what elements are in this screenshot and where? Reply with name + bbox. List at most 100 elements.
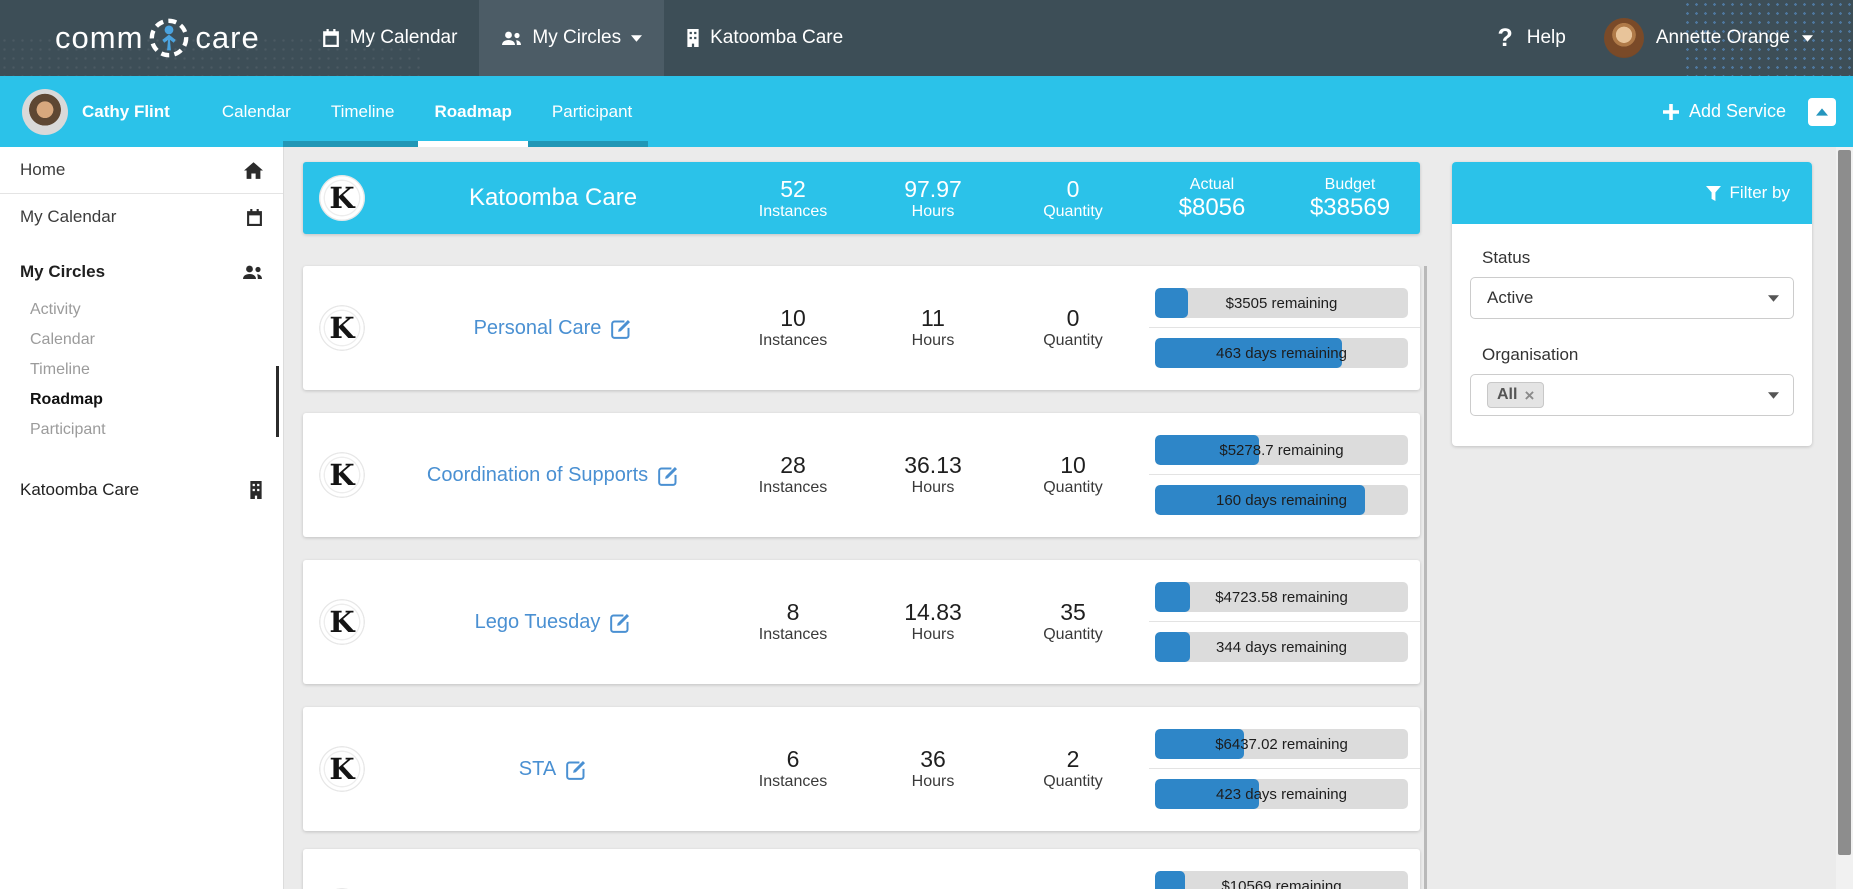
service-title-link[interactable]: Personal Care — [473, 316, 602, 339]
topnav-item-my-circles[interactable]: My Circles — [479, 0, 665, 76]
edit-icon[interactable] — [610, 612, 631, 633]
progress-fill — [1155, 485, 1365, 515]
service-title-link[interactable]: Coordination of Supports — [426, 463, 649, 486]
days-progress-bar: 463 days remaining — [1155, 338, 1408, 368]
topnav-right: ? Help Annette Orange — [1497, 0, 1853, 76]
caret-down-icon — [1768, 294, 1779, 302]
sidebar-subitem-participant[interactable]: Participant — [0, 415, 283, 445]
summary-title: Katoomba Care — [468, 184, 638, 211]
page-scrollbar-thumb[interactable] — [1838, 150, 1851, 855]
progress-label: $3505 remaining — [1225, 294, 1338, 312]
tab-label: Roadmap — [434, 101, 512, 121]
sidebar-item-my-calendar[interactable]: My Calendar — [0, 194, 283, 240]
topnav-item-katoomba-care[interactable]: Katoomba Care — [664, 0, 865, 76]
sidebar-subitem-timeline[interactable]: Timeline — [0, 355, 283, 385]
progress-label: 160 days remaining — [1216, 491, 1347, 509]
bars-divider — [1149, 327, 1420, 328]
progress-label: $6437.02 remaining — [1215, 735, 1348, 753]
stat-value: 36.13 — [904, 452, 962, 478]
question-icon: ? — [1497, 23, 1513, 52]
edit-icon[interactable] — [658, 465, 679, 486]
participant-avatar[interactable] — [22, 88, 68, 135]
service-row: K $10569 remaining — [303, 849, 1420, 889]
stat-label: Hours — [911, 626, 955, 643]
sidebar-item-my-circles[interactable]: My Circles — [0, 249, 283, 295]
participant-name: Cathy Flint — [82, 101, 170, 121]
user-name[interactable]: Annette Orange — [1655, 27, 1790, 48]
stat-value: 2 — [1066, 746, 1080, 772]
progress-fill — [1155, 632, 1191, 662]
status-select[interactable]: Active — [1470, 277, 1794, 319]
sidebar-subitem-calendar[interactable]: Calendar — [0, 325, 283, 355]
caret-down-icon — [1768, 391, 1779, 399]
plus-icon — [1662, 103, 1679, 120]
tab-participant[interactable]: Participant — [532, 76, 652, 147]
main-content: K Katoomba Care 52 Instances 97.97 Hours… — [284, 147, 1853, 889]
tab-label: Calendar — [221, 101, 291, 121]
progress-label: $4723.58 remaining — [1215, 588, 1348, 606]
filter-panel-header: Filter by — [1452, 162, 1812, 224]
page-scrollbar[interactable] — [1836, 147, 1853, 889]
sidebar-item-katoomba-care[interactable]: Katoomba Care — [0, 467, 283, 513]
tab-roadmap[interactable]: Roadmap — [414, 76, 531, 147]
stat-value: 10 — [780, 305, 806, 331]
app-logo[interactable]: comm care — [0, 0, 300, 76]
stat-value: 6 — [786, 746, 800, 772]
sidebar-subitem-activity[interactable]: Activity — [0, 295, 283, 325]
stat-value: 11 — [921, 305, 945, 331]
summary-budget: Budget $38569 — [1281, 175, 1419, 221]
user-avatar[interactable] — [1603, 18, 1644, 58]
sidebar-item-home[interactable]: Home — [0, 147, 283, 194]
add-service-button[interactable]: Add Service — [1662, 101, 1786, 122]
organisation-chip: All × — [1487, 382, 1545, 408]
stat-value: 52 — [780, 175, 806, 202]
service-title-link[interactable]: Lego Tuesday — [474, 610, 601, 633]
stat-label: Instances — [758, 332, 828, 349]
sidebar-subitem-roadmap[interactable]: Roadmap — [0, 385, 283, 415]
progress-label: 344 days remaining — [1216, 638, 1347, 656]
close-icon[interactable]: × — [1524, 385, 1535, 405]
participant-block[interactable]: Cathy Flint — [0, 76, 188, 147]
stat-label: Budget — [1324, 176, 1376, 193]
users-icon — [502, 31, 522, 45]
progress-fill — [1155, 729, 1244, 759]
budget-progress-bar: $6437.02 remaining — [1155, 729, 1408, 759]
tab-timeline[interactable]: Timeline — [311, 76, 415, 147]
participant-subnav: Cathy Flint Calendar Timeline Roadmap Pa… — [0, 76, 1853, 147]
sidebar-item-label: My Calendar — [20, 207, 117, 226]
stat-value: 10 — [1060, 452, 1086, 478]
days-progress-bar: 344 days remaining — [1155, 632, 1408, 662]
edit-icon[interactable] — [566, 759, 587, 780]
organisation-k-logo: K — [319, 599, 365, 645]
funnel-icon — [1705, 185, 1721, 201]
service-list-scrollbar[interactable] — [1424, 266, 1427, 889]
topnav-item-my-calendar[interactable]: My Calendar — [300, 0, 480, 76]
help-link[interactable]: Help — [1526, 27, 1566, 48]
organisation-multiselect[interactable]: All × — [1470, 374, 1794, 416]
organisation-k-logo: K — [319, 452, 365, 498]
summary-quantity: 0 Quantity — [1003, 176, 1143, 221]
stat-value: 97.97 — [904, 175, 962, 202]
stat-label: Quantity — [1043, 479, 1103, 496]
stat-value: 0 — [1066, 175, 1080, 202]
collapse-panel-button[interactable] — [1808, 97, 1836, 126]
caret-down-icon[interactable] — [1802, 34, 1813, 42]
sidebar-subitem-label: Activity — [30, 301, 81, 318]
participant-tabs: Calendar Timeline Roadmap Participant — [202, 76, 652, 147]
stat-value: 8 — [786, 599, 800, 625]
service-title-link[interactable]: STA — [518, 757, 557, 780]
sidebar-item-label: Home — [20, 160, 66, 179]
stat-label: Instances — [758, 202, 828, 220]
bars-divider — [1149, 768, 1420, 769]
organisation-label: Organisation — [1482, 345, 1579, 364]
tab-label: Timeline — [330, 101, 395, 121]
brand-text-right: care — [195, 20, 260, 55]
caret-up-icon — [1816, 107, 1828, 116]
tab-calendar[interactable]: Calendar — [202, 76, 311, 147]
budget-progress-bar: $10569 remaining — [1155, 871, 1408, 889]
service-progress-column: $6437.02 remaining 423 days remaining — [1143, 707, 1420, 831]
stat-label: Quantity — [1043, 626, 1103, 643]
sidebar-scrollbar-thumb[interactable] — [276, 366, 279, 437]
edit-icon[interactable] — [611, 318, 632, 339]
filter-panel-body: Status Active Organisation All × — [1452, 224, 1812, 446]
